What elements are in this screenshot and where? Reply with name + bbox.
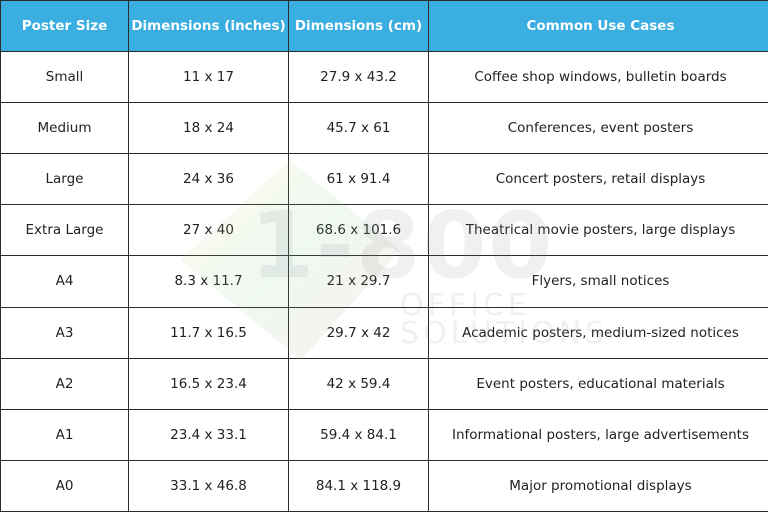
table-row: A1 23.4 x 33.1 59.4 x 84.1 Informational po…: [0, 408, 768, 461]
table-cell: Informational posters, large advertiseme…: [428, 408, 768, 461]
table-cell: 18 x 24: [128, 102, 289, 155]
table-cell: A2: [0, 357, 129, 410]
table-cell: 29.7 x 42: [288, 306, 429, 359]
table-cell: 11.7 x 16.5: [128, 306, 289, 359]
column-header: Dimensions (inches): [128, 0, 289, 52]
table-cell: 24 x 36: [128, 153, 289, 206]
table-cell: 84.1 x 118.9: [288, 459, 429, 512]
column-header: Common Use Cases: [428, 0, 768, 52]
table-cell: Concert posters, retail displays: [428, 153, 768, 206]
table-cell: 45.7 x 61: [288, 102, 429, 155]
table-cell: 68.6 x 101.6: [288, 204, 429, 257]
table-cell: Small: [0, 50, 129, 104]
table-row: Small 11 x 17 27.9 x 43.2 Coffee shop windo…: [0, 50, 768, 104]
table-cell: A1: [0, 408, 129, 461]
table-cell: Event posters, educational materials: [428, 357, 768, 410]
table-cell: 33.1 x 46.8: [128, 459, 289, 512]
table-row: Large 24 x 36 61 x 91.4 Concert posters, re…: [0, 153, 768, 206]
table-cell: Major promotional displays: [428, 459, 768, 512]
table-cell: Coffee shop windows, bulletin boards: [428, 50, 768, 104]
table-cell: 23.4 x 33.1: [128, 408, 289, 461]
table-row: A0 33.1 x 46.8 84.1 x 118.9 Major promotion…: [0, 459, 768, 512]
table-row: A4 8.3 x 11.7 21 x 29.7 Flyers, small notic…: [0, 255, 768, 308]
table-cell: 11 x 17: [128, 50, 289, 104]
table-row: Medium 18 x 24 45.7 x 61 Conferences, event…: [0, 102, 768, 155]
table-cell: A4: [0, 255, 129, 308]
table-row: A2 16.5 x 23.4 42 x 59.4 Event posters, edu…: [0, 357, 768, 410]
header-row: Poster Size Dimensions (inches) Dimensions…: [0, 0, 768, 52]
table-cell: 61 x 91.4: [288, 153, 429, 206]
table-row: Extra Large 27 x 40 68.6 x 101.6 Theatrical…: [0, 204, 768, 257]
table-cell: Theatrical movie posters, large displays: [428, 204, 768, 257]
table-cell: Academic posters, medium-sized notices: [428, 306, 768, 359]
table-cell: Extra Large: [0, 204, 129, 257]
column-header: Poster Size: [0, 0, 129, 52]
table-cell: 27 x 40: [128, 204, 289, 257]
table-body: Small 11 x 17 27.9 x 43.2 Coffee shop windo…: [0, 50, 768, 512]
table-cell: Flyers, small notices: [428, 255, 768, 308]
table-cell: 59.4 x 84.1: [288, 408, 429, 461]
table-cell: A3: [0, 306, 129, 359]
table-cell: 16.5 x 23.4: [128, 357, 289, 410]
table-cell: Conferences, event posters: [428, 102, 768, 155]
table-cell: Large: [0, 153, 129, 206]
table-cell: Medium: [0, 102, 129, 155]
table-cell: 27.9 x 43.2: [288, 50, 429, 104]
column-header: Dimensions (cm): [288, 0, 429, 52]
table-row: A3 11.7 x 16.5 29.7 x 42 Academic posters, …: [0, 306, 768, 359]
table-cell: 8.3 x 11.7: [128, 255, 289, 308]
table-cell: 21 x 29.7: [288, 255, 429, 308]
table-cell: A0: [0, 459, 129, 512]
table-cell: 42 x 59.4: [288, 357, 429, 410]
